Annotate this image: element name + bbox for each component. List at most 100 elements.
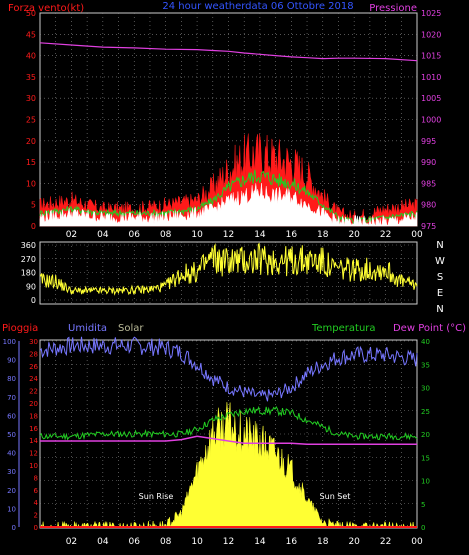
rain-y-tick-label: 20 [29,400,38,408]
humidity-y-tick-label: 80 [7,375,16,383]
temp-y-tick-label: 40 [421,338,430,346]
solar-area [40,402,418,528]
wind-y-tick-label: 10 [26,179,36,188]
rain-y-tick-label: 28 [29,350,38,358]
pressure-line [39,42,418,62]
wind-direction-panel: 0 90 180 270 360 [21,241,418,305]
humidity-axis-title: Umidita [68,323,107,334]
x-tick-label: 20 [348,537,360,547]
humidity-line [39,336,418,402]
x-tick-label: 06 [129,537,141,547]
humidity-y-tick-label: 10 [7,505,16,513]
wind-y-tick-label: 15 [26,158,36,167]
x-tick-label: 12 [223,230,234,240]
wind-y-tick-label: 30 [26,94,36,103]
pressure-y-tick-label: 995 [421,137,436,146]
direction-y-tick-label: 0 [31,296,36,305]
temp-y-tick-label: 10 [421,478,430,486]
wind-y-tick-label: 50 [26,9,36,18]
direction-y-tick-label: 90 [26,282,36,291]
compass-label: W [435,256,445,267]
compass-label: E [437,288,443,299]
humidity-y-tick-label: 30 [7,468,16,476]
wind-y-tick-label: 45 [26,30,36,39]
pressure-y-tick-label: 990 [421,158,436,167]
wind-direction-line [39,242,418,296]
chart-title: 24 hour weatherdata 06 Ottobre 2018 [162,1,353,12]
x-tick-label: 02 [66,230,77,240]
x-tick-label: 14 [254,230,266,240]
direction-panel-grid [40,242,417,304]
humidity-y-tick-label: 20 [7,487,16,495]
temp-y-tick-label: 0 [421,524,425,532]
x-tick-label: 20 [348,230,360,240]
dewpoint-line [40,435,417,445]
humidity-y-tick-label: 90 [7,357,16,365]
rain-y-tick-label: 16 [29,425,38,433]
humidity-y-tick-label: 60 [7,412,16,420]
x-tick-label: 16 [286,537,298,547]
compass-label: N [436,240,443,251]
x-tick-label: 04 [97,537,109,547]
x-tick-label: 22 [380,230,391,240]
x-tick-label: 06 [129,230,141,240]
rain-y-tick-label: 10 [29,462,38,470]
wind-y-tick-label: 25 [26,116,36,125]
x-tick-label: 12 [223,537,234,547]
x-tick-label: 00 [411,230,423,240]
temp-y-tick-label: 20 [421,431,430,439]
temp-y-tick-label: 15 [421,454,430,462]
humidity-y-tick-label: 70 [7,394,16,402]
humidity-y-tick-label: 0 [12,524,16,532]
x-tick-label: 10 [191,537,203,547]
x-tick-label: 04 [97,230,109,240]
direction-y-tick-label: 360 [21,241,36,250]
sunset-annotation: Sun Set [320,492,351,501]
solar-axis-title: Solar [118,323,144,334]
x-tick-label: 18 [317,230,329,240]
rain-y-tick-label: 12 [29,450,38,458]
pressure-y-tick-label: 980 [421,201,436,210]
x-tick-label: 14 [254,537,266,547]
humidity-y-tick-label: 40 [7,450,16,458]
pressure-y-tick-label: 1005 [421,94,441,103]
sunrise-annotation: Sun Rise [139,492,174,501]
wind-panel-ticks: 0510152025303540455097598098599099510001… [26,9,442,231]
x-tick-label: 10 [191,230,203,240]
rain-y-tick-label: 24 [29,375,38,383]
x-tick-label: 02 [66,537,77,547]
compass-label: S [437,272,443,283]
wind-min-area [39,183,418,227]
bottom-panel-ticks: 0246810121416182022242628300102030405060… [3,338,430,532]
rain-y-tick-label: 22 [29,388,38,396]
pressure-y-tick-label: 985 [421,179,436,188]
wind-x-tick-labels: 02 04 06 08 10 12 14 16 18 20 22 00 [66,230,423,240]
direction-panel-ticks: 0 90 180 270 360 [21,241,36,305]
wind-panel-series [39,42,418,227]
pressure-y-tick-label: 1015 [421,52,441,61]
x-tick-label: 00 [411,537,423,547]
pressure-axis-title: Pressione [369,3,417,14]
pressure-y-tick-label: 975 [421,222,436,231]
rain-y-tick-label: 8 [34,474,38,482]
rain-y-tick-label: 0 [34,524,38,532]
bottom-x-tick-labels: 02 04 06 08 10 12 14 16 18 20 22 00 [66,537,423,547]
pressure-y-tick-label: 1020 [421,30,441,39]
rain-y-tick-label: 14 [29,437,38,445]
direction-y-tick-label: 270 [21,255,36,264]
direction-panel-series [39,242,418,296]
x-tick-label: 08 [160,537,172,547]
pressure-y-tick-label: 1000 [421,116,441,125]
rain-y-tick-label: 4 [34,499,39,507]
pressure-y-tick-label: 1025 [421,9,441,18]
humidity-y-tick-label: 50 [7,431,16,439]
dewpoint-axis-title: Dew Point (°C) [393,323,466,334]
direction-y-tick-label: 180 [21,269,36,278]
wind-pressure-panel: 0510152025303540455097598098599099510001… [26,9,442,231]
humidity-y-tick-label: 100 [3,338,16,346]
rain-y-tick-label: 2 [34,512,38,520]
wind-y-tick-label: 40 [26,52,36,61]
rain-y-tick-label: 18 [29,412,38,420]
compass-label: N [436,304,443,315]
